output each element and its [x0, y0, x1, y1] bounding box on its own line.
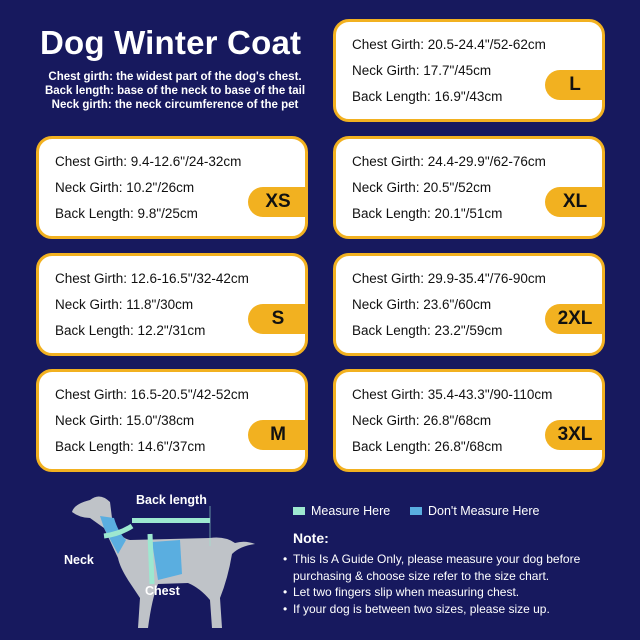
- neck-girth: Neck Girth: 23.6"/60cm: [352, 297, 492, 312]
- neck-band: [103, 523, 134, 539]
- page-title: Dog Winter Coat: [40, 24, 302, 61]
- measure-swatch-icon: [293, 507, 305, 515]
- neck-girth: Neck Girth: 15.0"/38cm: [55, 413, 195, 428]
- legend-measure: Measure Here: [293, 504, 390, 518]
- definition-chest: Chest girth: the widest part of the dog'…: [48, 71, 302, 83]
- size-badge: M: [248, 420, 305, 450]
- neck-girth: Neck Girth: 26.8"/68cm: [352, 413, 492, 428]
- size-badge: S: [248, 304, 305, 334]
- chest-girth: Chest Girth: 24.4-29.9"/62-76cm: [352, 154, 546, 169]
- back-length-label: Back length: [136, 493, 207, 507]
- back-length: Back Length: 12.2"/31cm: [55, 323, 206, 338]
- back-length-bar: [132, 518, 210, 523]
- chest-girth: Chest Girth: 20.5-24.4"/52-62cm: [352, 37, 546, 52]
- size-card-3xl: Chest Girth: 35.4-43.3"/90-110cm Neck Gi…: [333, 369, 605, 472]
- size-card-l: Chest Girth: 20.5-24.4"/52-62cm Neck Gir…: [333, 19, 605, 122]
- legend-dont-measure: Don't Measure Here: [410, 504, 539, 518]
- size-badge: 2XL: [545, 304, 602, 334]
- chest-label: Chest: [145, 584, 180, 598]
- chest-band: [147, 533, 155, 585]
- size-badge: 3XL: [545, 420, 602, 450]
- legend-measure-label: Measure Here: [311, 504, 391, 518]
- dont-measure-swatch-icon: [410, 507, 422, 515]
- neck-girth: Neck Girth: 11.8"/30cm: [55, 297, 194, 312]
- chest-girth: Chest Girth: 12.6-16.5"/32-42cm: [55, 271, 249, 286]
- back-length: Back Length: 9.8"/25cm: [55, 206, 198, 221]
- neck-label: Neck: [64, 553, 94, 567]
- note-item: If your dog is between two sizes, please…: [283, 601, 623, 618]
- size-card-2xl: Chest Girth: 29.9-35.4"/76-90cm Neck Gir…: [333, 253, 605, 356]
- note-item: Let two fingers slip when measuring ches…: [283, 584, 623, 601]
- note-heading: Note:: [293, 530, 329, 546]
- chest-girth: Chest Girth: 29.9-35.4"/76-90cm: [352, 271, 546, 286]
- legend-dont-measure-label: Don't Measure Here: [428, 504, 540, 518]
- back-length: Back Length: 16.9"/43cm: [352, 89, 503, 104]
- size-card-xs: Chest Girth: 9.4-12.6"/24-32cm Neck Girt…: [36, 136, 308, 239]
- definition-back: Back length: base of the neck to base of…: [44, 85, 306, 97]
- neck-girth: Neck Girth: 20.5"/52cm: [352, 180, 492, 195]
- size-card-xl: Chest Girth: 24.4-29.9"/62-76cm Neck Gir…: [333, 136, 605, 239]
- size-badge: XL: [545, 187, 602, 217]
- back-length: Back Length: 14.6"/37cm: [55, 439, 206, 454]
- chest-area-icon: [152, 540, 182, 580]
- size-badge: L: [545, 70, 602, 100]
- neck-girth: Neck Girth: 10.2"/26cm: [55, 180, 195, 195]
- size-badge: XS: [248, 187, 305, 217]
- chest-girth: Chest Girth: 35.4-43.3"/90-110cm: [352, 387, 553, 402]
- dog-measurement-diagram: [72, 496, 255, 628]
- note-item: This Is A Guide Only, please measure you…: [283, 551, 623, 584]
- neck-girth: Neck Girth: 17.7"/45cm: [352, 63, 492, 78]
- back-length: Back Length: 20.1"/51cm: [352, 206, 503, 221]
- size-card-s: Chest Girth: 12.6-16.5"/32-42cm Neck Gir…: [36, 253, 308, 356]
- back-length: Back Length: 23.2"/59cm: [352, 323, 503, 338]
- note-list: This Is A Guide Only, please measure you…: [283, 551, 623, 617]
- chest-girth: Chest Girth: 16.5-20.5"/42-52cm: [55, 387, 249, 402]
- definitions: Chest girth: the widest part of the dog'…: [30, 70, 320, 112]
- size-card-m: Chest Girth: 16.5-20.5"/42-52cm Neck Gir…: [36, 369, 308, 472]
- definition-neck: Neck girth: the neck circumference of th…: [51, 99, 299, 111]
- back-length: Back Length: 26.8"/68cm: [352, 439, 503, 454]
- chest-girth: Chest Girth: 9.4-12.6"/24-32cm: [55, 154, 242, 169]
